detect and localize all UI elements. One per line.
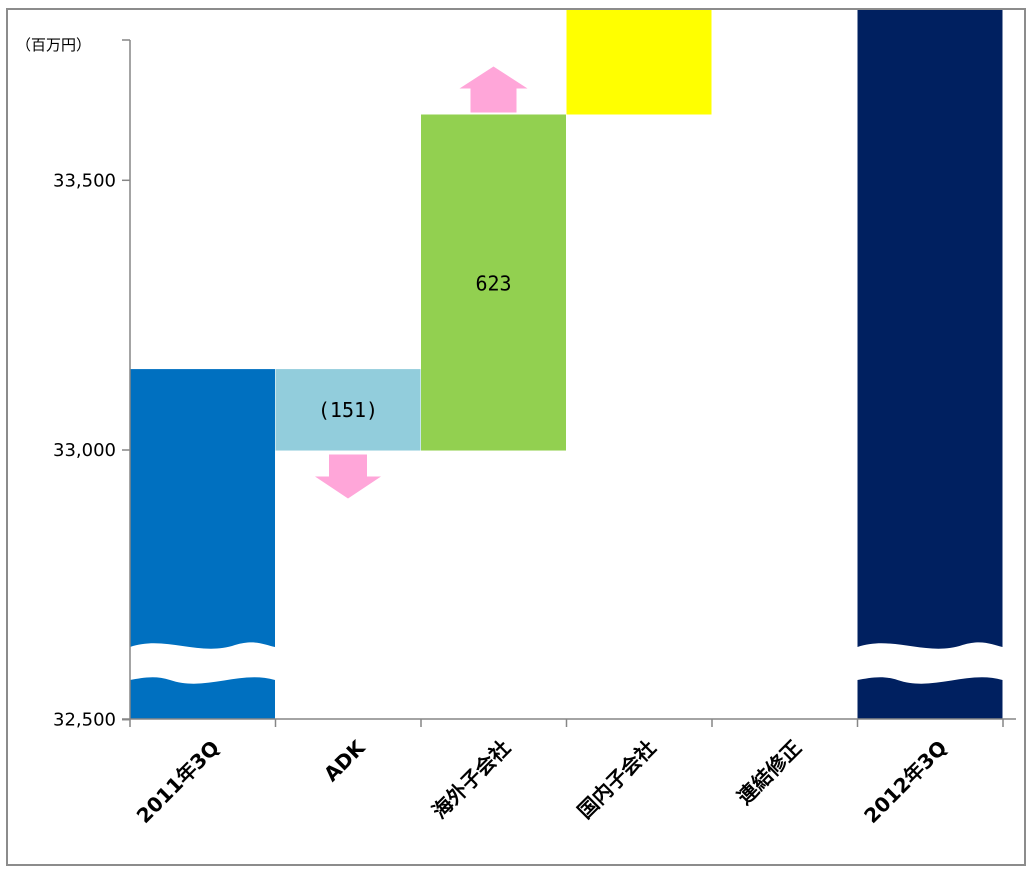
x-category-label-2: ADK	[319, 735, 371, 787]
data-labels-layer: (151)62343726	[318, 272, 512, 422]
axis-break-layer	[130, 642, 1003, 684]
data-label-3: 623	[475, 272, 511, 296]
bar-6	[857, 10, 1003, 720]
bar-4	[566, 10, 712, 115]
waterfall-chart: 32,50033,00033,50034,0002011年3QADK海外子会社国…	[16, 10, 1016, 828]
axis-break-wave-1	[130, 642, 275, 684]
bars-layer	[130, 10, 1003, 720]
chart-frame: 32,50033,00033,50034,0002011年3QADK海外子会社国…	[6, 8, 1026, 866]
arrow-down-2	[315, 454, 381, 499]
bar-2	[275, 369, 421, 451]
unit-label: （百万円）	[16, 36, 91, 54]
y-tick-label-3: 33,500	[53, 170, 116, 191]
y-tick-label-2: 33,000	[53, 440, 116, 461]
arrow-up-3	[459, 66, 528, 113]
x-category-label-5: 連結修正	[732, 736, 806, 810]
data-label-2: (151)	[318, 398, 378, 422]
axis-break-wave-6	[857, 642, 1003, 684]
bar-3	[421, 114, 566, 451]
x-category-label-6: 2012年3Q	[859, 736, 951, 828]
y-tick-label-1: 32,500	[53, 710, 116, 731]
x-category-label-1: 2011年3Q	[132, 736, 224, 828]
x-category-label-3: 海外子会社	[427, 736, 515, 824]
arrows-layer	[315, 66, 528, 499]
x-category-label-4: 国内子会社	[573, 736, 661, 824]
